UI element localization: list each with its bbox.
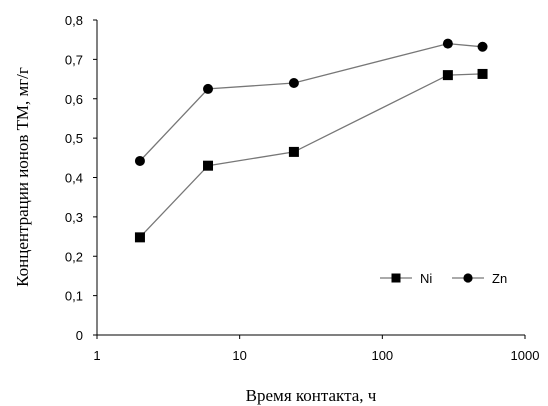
axes	[96, 20, 525, 336]
y-tick-label: 0,1	[65, 289, 83, 304]
data-point-zn	[203, 83, 214, 94]
y-ticks: 0 0,1 0,2 0,3 0,4 0,5 0,6 0,7 0,8	[65, 13, 97, 343]
x-axis-title: Время контакта, ч	[246, 386, 377, 405]
data-point-ni	[203, 160, 214, 171]
y-tick-label: 0	[76, 328, 83, 343]
legend-marker-zn	[463, 273, 473, 283]
y-tick-label: 0,4	[65, 171, 83, 186]
x-tick-label: 1000	[511, 348, 540, 363]
y-tick-label: 0,3	[65, 210, 83, 225]
legend-label-zn: Zn	[492, 271, 507, 286]
x-tick-label: 1	[93, 348, 100, 363]
series-line-ni	[139, 73, 483, 238]
y-axis-title: Концентрации ионов ТМ, мг/г	[13, 67, 32, 287]
legend-label-ni: Ni	[420, 271, 432, 286]
data-point-zn	[477, 41, 488, 52]
data-point-ni	[442, 70, 453, 81]
y-tick-label: 0,7	[65, 52, 83, 67]
x-tick-label: 10	[232, 348, 246, 363]
y-tick-label: 0,5	[65, 131, 83, 146]
data-point-ni	[134, 232, 145, 243]
legend-marker-ni	[391, 273, 401, 283]
y-tick-label: 0,6	[65, 92, 83, 107]
series-layer	[134, 38, 488, 243]
data-point-zn	[134, 155, 145, 166]
y-tick-label: 0,8	[65, 13, 83, 28]
y-tick-label: 0,2	[65, 249, 83, 264]
data-point-ni	[288, 146, 299, 157]
legend: Ni Zn	[380, 271, 507, 286]
x-ticks: 1 10 100 1000	[93, 335, 539, 363]
data-point-zn	[442, 38, 453, 49]
data-point-zn	[288, 78, 299, 88]
x-tick-label: 100	[371, 348, 393, 363]
data-point-ni	[477, 68, 488, 79]
